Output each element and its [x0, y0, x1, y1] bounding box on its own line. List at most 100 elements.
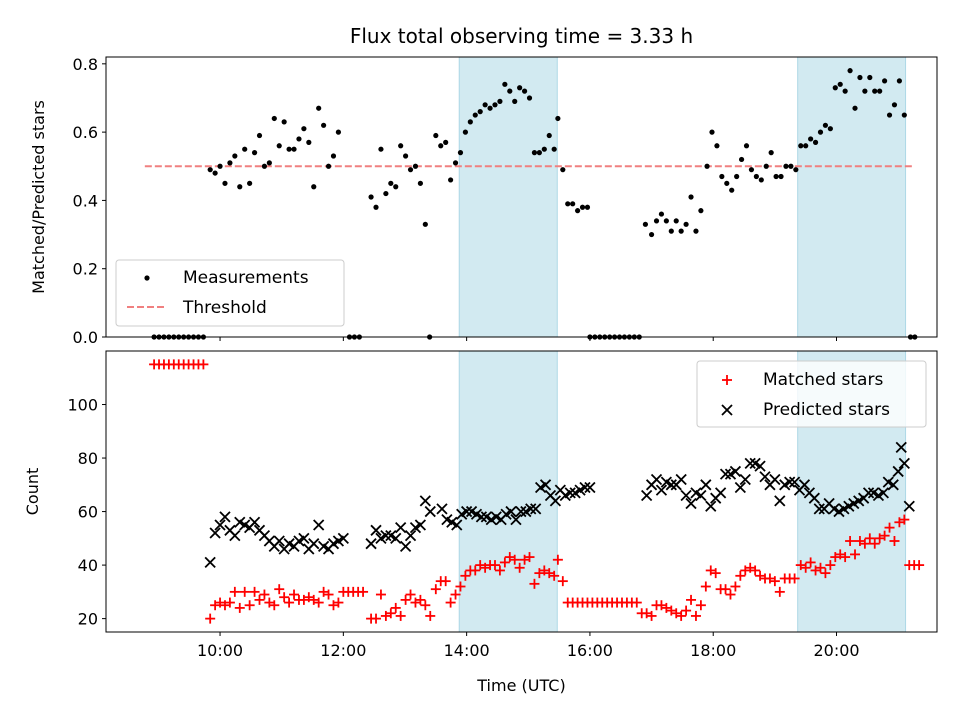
measurement-point: [462, 129, 469, 135]
measurement-point: [788, 163, 794, 169]
measurement-point: [477, 109, 483, 115]
matched-star-point: [425, 610, 436, 621]
predicted-star-point: [460, 505, 473, 518]
measurement-point: [507, 88, 513, 94]
measurement-point: [678, 228, 684, 234]
matched-star-point: [879, 530, 890, 541]
measurements-legend-marker: [144, 275, 150, 281]
measurement-point: [296, 136, 302, 142]
matched-star-point: [440, 576, 451, 587]
predicted-star-point: [424, 505, 436, 518]
measurement-point: [729, 187, 735, 193]
measurement-point: [368, 194, 374, 200]
measurement-point: [256, 132, 263, 139]
measurement-point: [882, 78, 888, 84]
bottom-legend-box: [696, 360, 927, 428]
predicted-star-point: [734, 481, 746, 494]
predicted-star-point: [584, 481, 596, 494]
matched-star-point: [889, 536, 900, 547]
measurement-point: [452, 160, 459, 166]
predicted-star-point: [774, 495, 786, 507]
measurement-point: [412, 163, 419, 169]
matched-star-point: [333, 597, 344, 608]
measurement-point: [812, 139, 819, 145]
matched-star-point: [820, 568, 831, 579]
y-tick-label: 60: [78, 503, 98, 522]
measurement-point: [743, 143, 750, 149]
measurement-point: [783, 163, 789, 169]
predicted-star-point: [892, 465, 904, 478]
measurement-point: [704, 163, 710, 169]
y-tick-label: 0.0: [73, 328, 98, 347]
measurement-point: [321, 122, 327, 128]
matched-star-point: [375, 589, 386, 600]
matched-star-point: [710, 568, 721, 579]
measurement-point: [663, 218, 669, 224]
measurement-point: [378, 146, 384, 152]
measurement-point: [433, 132, 439, 139]
measurement-point: [565, 201, 571, 207]
matched-star-point: [800, 562, 811, 573]
measurement-point: [579, 204, 586, 210]
measurement-point: [212, 170, 218, 176]
predicted-star-point: [539, 479, 552, 491]
matched-star-point: [774, 586, 785, 597]
predicted-star-point: [903, 500, 915, 512]
predicted-star-point: [769, 473, 781, 486]
measurement-point: [311, 184, 317, 190]
matched-star-point: [385, 608, 396, 619]
predicted-star-point: [862, 487, 875, 499]
predicted-star-point: [564, 487, 576, 499]
matched-star-point: [224, 597, 235, 608]
measurement-point: [852, 105, 858, 111]
x-tick-label: 10:00: [197, 641, 243, 660]
predicted-star-point: [313, 519, 325, 531]
measurement-point: [886, 112, 893, 118]
matched-star-point: [524, 552, 535, 563]
measurement-point: [492, 102, 498, 108]
measurement-point: [748, 167, 755, 173]
x-tick-label: 12:00: [320, 641, 366, 660]
predicted-star-point: [744, 457, 756, 470]
measurement-point: [673, 218, 679, 224]
matched-star-point: [244, 600, 255, 611]
predicted-star-point: [714, 487, 727, 499]
matched-star-point: [789, 573, 800, 584]
matched-star-point: [234, 602, 245, 613]
measurement-point: [546, 132, 552, 139]
shaded-span: [458, 350, 558, 633]
predicted-star-point: [204, 556, 216, 569]
x-tick-label: 16:00: [567, 641, 613, 660]
predicted-star-point: [754, 460, 766, 472]
measurement-point: [773, 173, 779, 180]
matched-star-point: [690, 610, 701, 621]
predicted-star-point: [475, 511, 488, 523]
matched-star-point: [631, 597, 642, 608]
bottom-legend: Matched stars Predicted stars: [696, 360, 927, 428]
predicted-star-point: [549, 495, 562, 507]
measurement-point: [383, 190, 389, 197]
measurement-point: [738, 156, 745, 163]
measurement-point: [719, 173, 725, 180]
matched-star-point: [557, 576, 568, 587]
y-tick-label: 0.2: [73, 260, 98, 279]
measurement-point: [862, 88, 868, 94]
matched-star-point: [274, 584, 285, 595]
measurement-point: [330, 153, 337, 159]
predicted-star-point: [399, 540, 412, 552]
matched-star-point: [205, 613, 216, 624]
matched-star-point: [805, 557, 816, 568]
matched-star-point: [269, 600, 280, 611]
predicted-star-point: [798, 479, 811, 491]
measurement-point: [734, 173, 740, 180]
predicted-star-point: [650, 473, 663, 486]
matched-star-point: [390, 602, 401, 613]
matched-star-point: [676, 610, 687, 621]
measurement-point: [306, 139, 312, 145]
predicted-star-point: [209, 527, 221, 539]
measurement-point: [803, 143, 809, 149]
measurement-point: [574, 208, 581, 214]
matched-star-point: [730, 581, 741, 592]
measurement-point: [335, 129, 342, 135]
